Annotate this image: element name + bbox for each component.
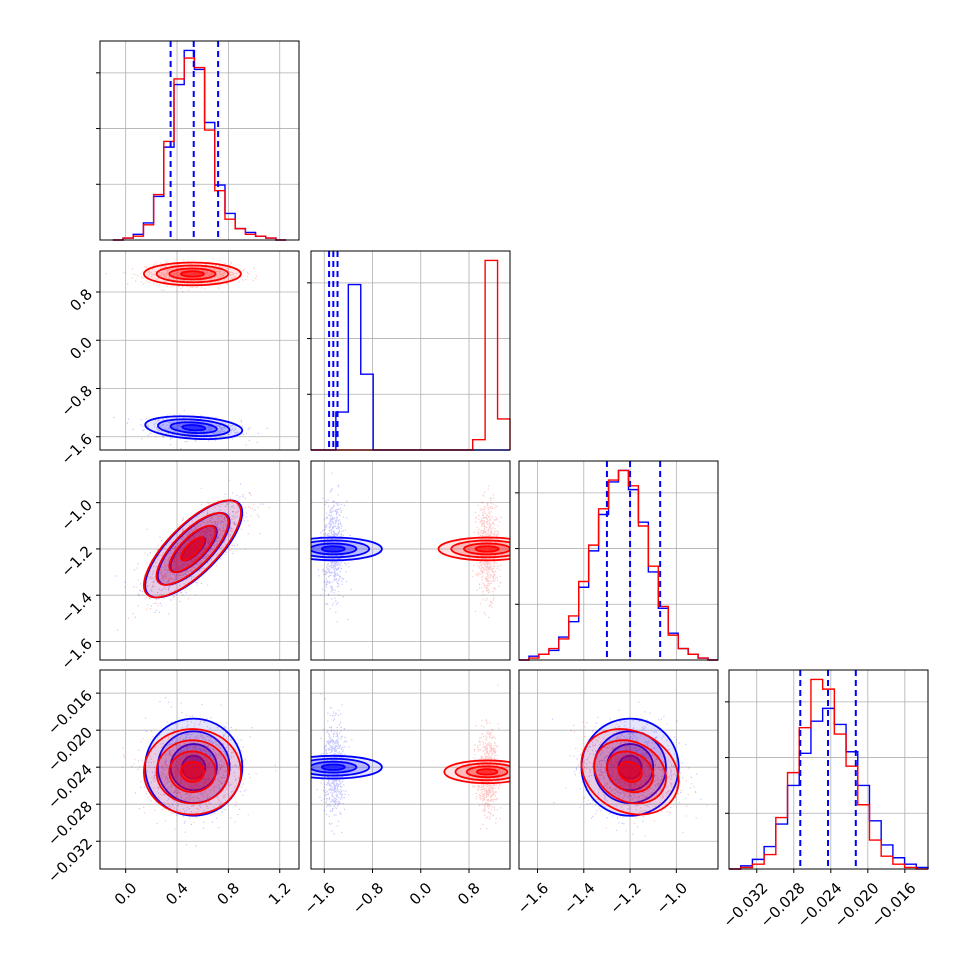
scatter-content-2-0 <box>100 461 299 660</box>
x-axis-1: −1.6 −0.8 0.0 0.8 <box>301 869 484 918</box>
y-tick-label: −0.8 <box>58 382 96 420</box>
x-tick-label: −1.0 <box>653 879 691 917</box>
x-tick-label: 0.8 <box>214 879 244 909</box>
histogram-panel-0 <box>96 40 300 241</box>
contour-red-level-3 <box>179 270 205 278</box>
x-tick-label: −1.2 <box>606 879 644 917</box>
histogram-blue-1 <box>311 283 510 451</box>
scatter-panel-2-0: −1.6 −1.4 −1.2 −1.0 <box>58 460 300 673</box>
scatter-panel-3-1 <box>310 669 511 870</box>
contour-red-level-3 <box>476 768 499 776</box>
scatter-panel-3-2 <box>518 669 719 870</box>
histogram-blue-2 <box>519 469 718 661</box>
y-tick-label: 0.0 <box>66 334 96 364</box>
y-tick-label: 0.8 <box>66 285 96 315</box>
scatter-frame-3-1 <box>310 669 511 870</box>
scatter-panel-1-0: −1.6 −0.8 0.0 0.8 <box>58 250 300 469</box>
scatter-points-red <box>470 684 504 830</box>
scatter-content-3-2 <box>519 670 718 869</box>
scatter-content-1-0 <box>100 251 299 450</box>
contour-red-level-3 <box>179 760 205 783</box>
scatter-panel-3-0: −0.032−0.028−0.024−0.020−0.016 <box>44 669 300 886</box>
x-tick-label: −1.6 <box>301 879 339 917</box>
x-tick-label: 0.4 <box>162 879 192 909</box>
scatter-frame-1-0 <box>99 250 300 451</box>
contour-red-level-3 <box>617 760 643 783</box>
x-tick-label: −1.4 <box>560 879 598 917</box>
histogram-frame-3 <box>728 669 929 870</box>
histogram-red-0 <box>112 57 287 241</box>
histogram-frame-0 <box>99 40 300 241</box>
x-tick-label: 0.8 <box>454 879 484 909</box>
scatter-content-3-1 <box>311 670 510 869</box>
y-tick-label: −1.6 <box>58 430 96 468</box>
scatter-content-2-1 <box>311 461 510 660</box>
x-axis-0: 0.0 0.4 0.8 1.2 <box>111 869 295 909</box>
x-tick-label: −0.8 <box>349 879 387 917</box>
histogram-frame-1 <box>310 250 511 451</box>
scatter-frame-3-2 <box>518 669 719 870</box>
contour-blue-level-3 <box>320 545 346 553</box>
x-axis-2: −1.6 −1.4 −1.2 −1.0 <box>514 869 691 918</box>
histogram-red-1 <box>311 259 511 451</box>
histogram-frame-2 <box>518 460 719 661</box>
x-axis-3: −0.032−0.028−0.024−0.020−0.016 <box>720 869 920 931</box>
x-tick-label: −1.6 <box>514 879 552 917</box>
contour-red-level-3 <box>179 536 205 562</box>
scatter-frame-2-1 <box>310 460 511 661</box>
y-tick-label: −1.2 <box>58 542 96 580</box>
histogram-red-3 <box>729 678 928 870</box>
x-tick-label: 0.0 <box>406 879 436 909</box>
x-tick-label: 0.0 <box>111 879 141 909</box>
y-tick-label: −1.6 <box>58 635 96 673</box>
scatter-panel-2-1 <box>310 460 511 661</box>
contour-red-level-3 <box>474 545 500 553</box>
scatter-frame-2-0 <box>99 460 300 661</box>
scatter-frame-3-0 <box>99 669 300 870</box>
contour-blue-level-3 <box>320 763 346 771</box>
histogram-panel-1 <box>307 250 511 451</box>
y-tick-label: −1.4 <box>58 588 96 626</box>
histogram-blue-0 <box>112 49 287 241</box>
histogram-red-2 <box>519 469 718 661</box>
histogram-panel-3 <box>725 669 929 870</box>
scatter-content-3-0 <box>100 670 299 869</box>
x-tick-label: 1.2 <box>265 879 295 909</box>
y-tick-label: −1.0 <box>58 496 96 534</box>
histogram-panel-2 <box>515 460 719 661</box>
contour-blue-level-3 <box>181 424 207 432</box>
